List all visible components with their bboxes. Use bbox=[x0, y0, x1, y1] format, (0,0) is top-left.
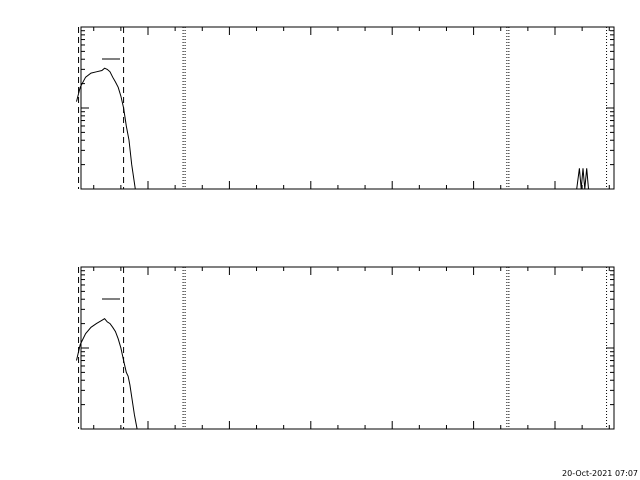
chart-panel-lo bbox=[76, 26, 615, 190]
plot-frame bbox=[80, 266, 615, 430]
data-series-line bbox=[576, 168, 591, 190]
data-series-line bbox=[76, 67, 136, 190]
chart-panel-hi bbox=[76, 266, 615, 430]
footer-timestamp: 20-Oct-2021 07:07 bbox=[562, 469, 638, 478]
plot-frame bbox=[80, 26, 615, 190]
data-series-line bbox=[76, 318, 138, 430]
